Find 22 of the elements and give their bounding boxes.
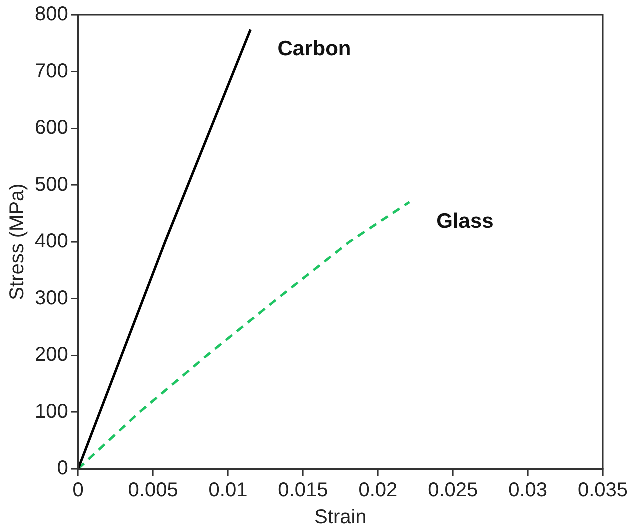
y-tick-label: 200 [34,344,68,366]
line-series [78,201,411,469]
x-tick-label: 0.035 [578,480,628,502]
x-tick-label: 0.03 [508,480,548,502]
x-tick-label: 0.02 [358,480,398,502]
y-tick-label: 600 [34,117,68,140]
y-tick-label: 500 [34,174,68,196]
y-axis-title: Stress (MPa) [6,184,29,300]
y-tick-label: 700 [34,60,68,82]
series-label: Glass [436,210,494,234]
y-tick-label: 800 [34,4,68,26]
y-tick-label: 300 [34,287,68,310]
x-tick-label: 0.005 [128,480,178,502]
x-tick-label: 0.025 [428,480,478,502]
x-tick-label: 0.015 [278,480,328,502]
x-tick-label: 0.01 [208,480,248,502]
y-tick-label: 400 [34,230,68,253]
x-tick-label: 0 [72,480,84,502]
y-tick-label: 100 [34,400,68,423]
x-axis-title: Strain [314,506,367,529]
y-tick-label: 0 [57,458,68,480]
series-label: Carbon [278,38,352,61]
